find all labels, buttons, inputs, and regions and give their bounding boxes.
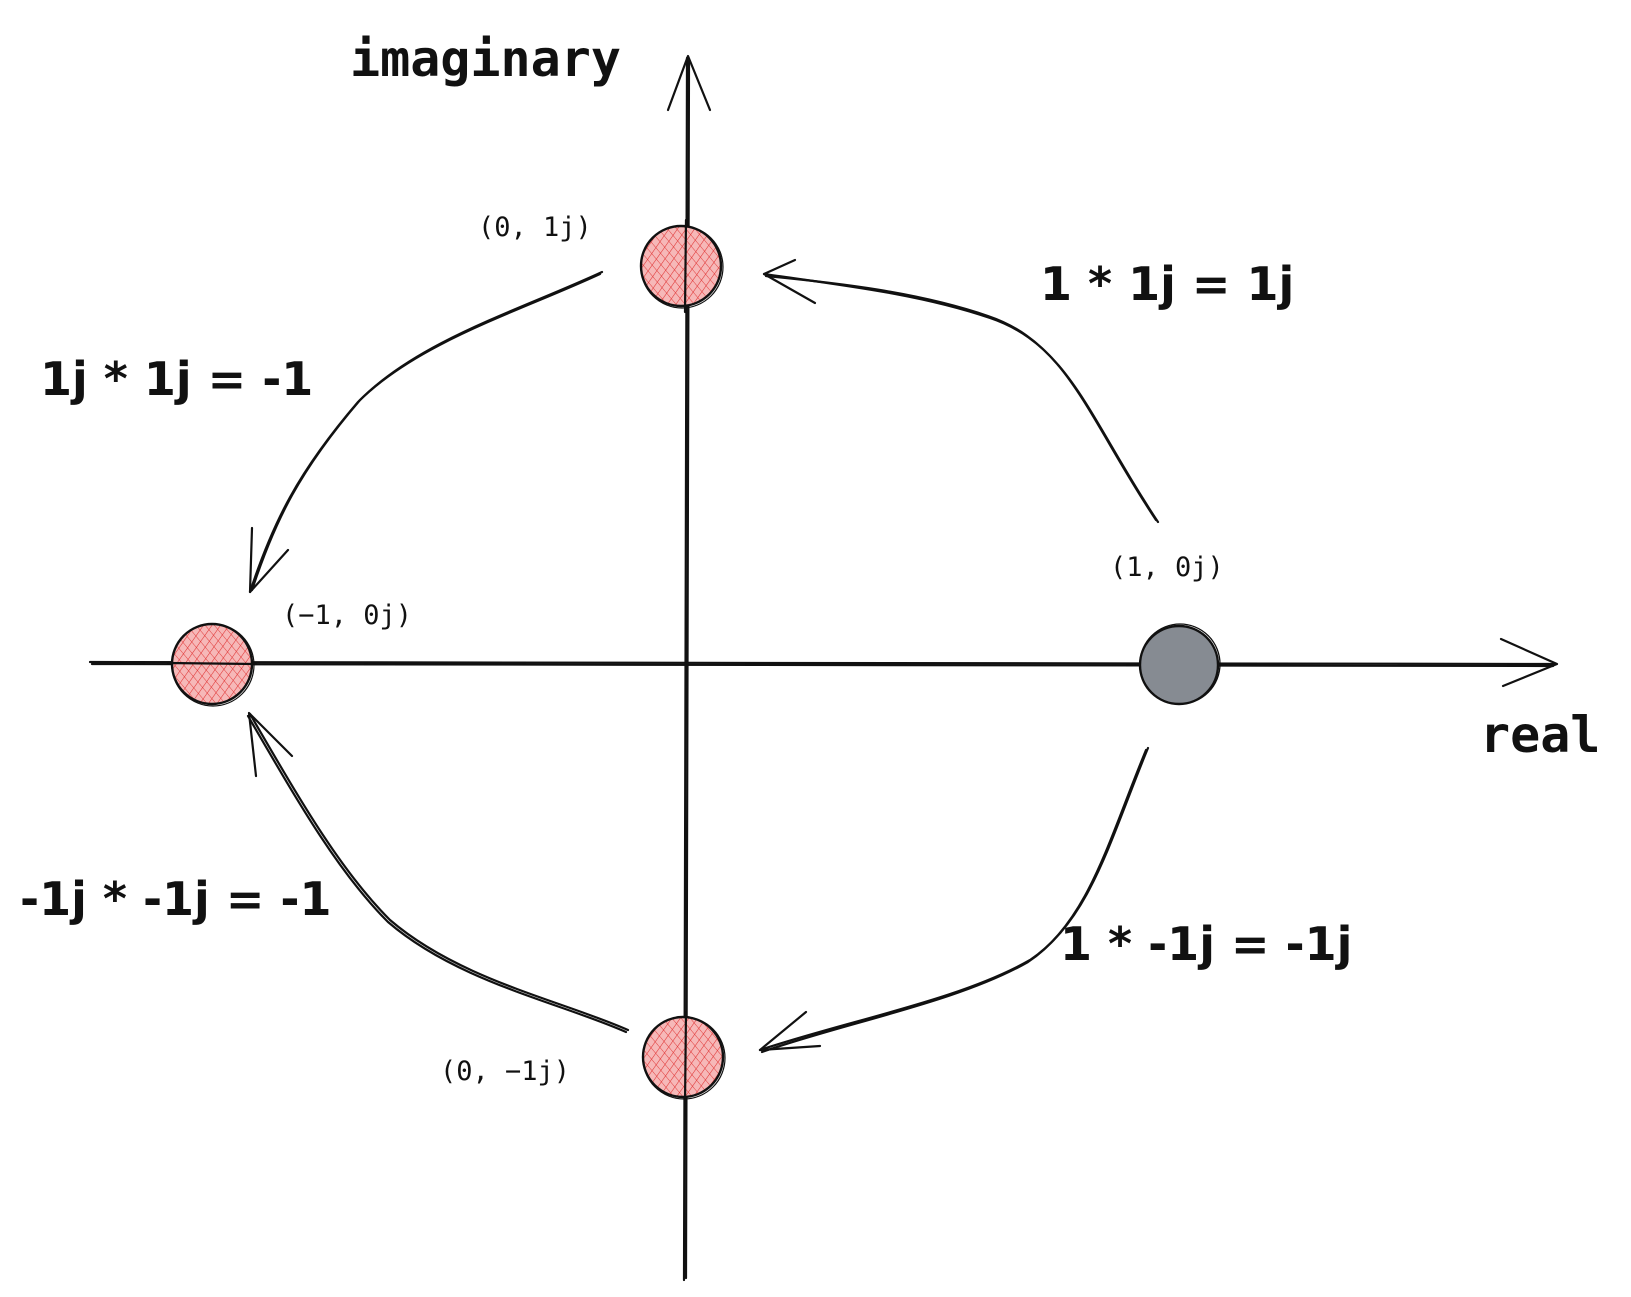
point-one: [1138, 623, 1221, 706]
equation-one-times-j: 1 * 1j = 1j: [1040, 257, 1294, 311]
point-one-label: (1, 0j): [1110, 552, 1224, 583]
point-neg-one-label: (−1, 0j): [282, 600, 412, 631]
point-neg-j: [641, 1015, 726, 1100]
arrowhead: [247, 711, 294, 778]
point-neg-j-label: (0, −1j): [440, 1056, 570, 1087]
arrow-neg-j-to-neg-one: [246, 711, 630, 1034]
real-axis-arrowhead: [1499, 637, 1559, 688]
arrow-j-to-neg-one: [248, 270, 604, 594]
arrowhead: [762, 258, 817, 305]
arrowhead: [758, 1010, 822, 1052]
arrowhead: [248, 526, 290, 594]
imaginary-axis-label: imaginary: [350, 30, 621, 88]
arrow-one-to-j: [762, 258, 1160, 524]
imaginary-axis-arrowhead: [666, 54, 712, 112]
point-j-label: (0, 1j): [478, 212, 592, 243]
point-j: [639, 224, 724, 309]
point-neg-one: [170, 622, 255, 707]
arrow-one-to-neg-j: [758, 746, 1150, 1054]
real-axis-label: real: [1480, 706, 1600, 764]
equation-j-times-j: 1j * 1j = -1: [40, 352, 313, 406]
real-axis: [88, 637, 1559, 688]
equation-neg-j-times-neg-j: -1j * -1j = -1: [20, 872, 332, 926]
equation-one-times-neg-j: 1 * -1j = -1j: [1060, 917, 1352, 971]
